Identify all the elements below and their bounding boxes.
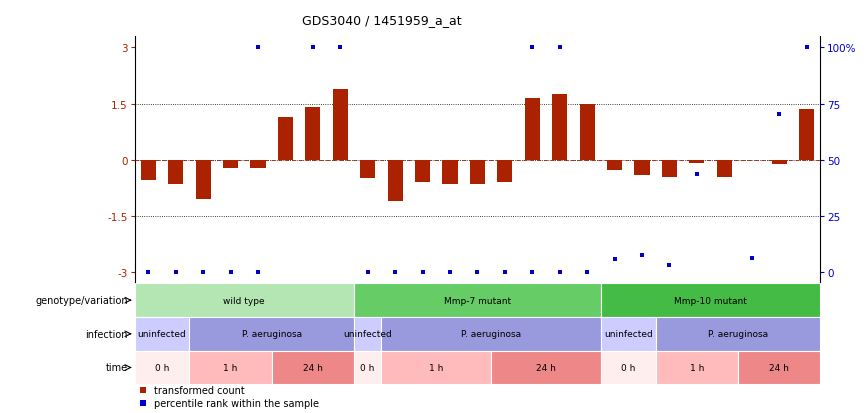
Bar [635, 160, 649, 176]
Bar [799, 110, 814, 160]
Bar [381, 351, 491, 385]
Bar [354, 284, 601, 317]
Bar [443, 160, 457, 185]
Bar [601, 317, 655, 351]
Bar [415, 160, 430, 183]
Bar [360, 160, 375, 179]
Text: 1 h: 1 h [223, 363, 238, 372]
Text: P. aeruginosa: P. aeruginosa [708, 330, 768, 339]
Text: P. aeruginosa: P. aeruginosa [461, 330, 521, 339]
Bar [332, 90, 348, 160]
Text: percentile rank within the sample: percentile rank within the sample [154, 399, 319, 408]
Text: Mmp-10 mutant: Mmp-10 mutant [674, 296, 747, 305]
Bar [189, 317, 354, 351]
Bar [601, 351, 655, 385]
Text: 24 h: 24 h [536, 363, 556, 372]
Bar [580, 104, 595, 160]
Text: 24 h: 24 h [303, 363, 323, 372]
Bar [272, 351, 354, 385]
Text: 1 h: 1 h [690, 363, 704, 372]
Bar [381, 317, 601, 351]
Text: 1 h: 1 h [429, 363, 444, 372]
Bar [223, 160, 238, 169]
Text: transformed count: transformed count [154, 385, 245, 395]
Text: time: time [106, 363, 128, 373]
Bar [689, 160, 704, 164]
Bar [135, 284, 354, 317]
Bar [525, 99, 540, 160]
Bar [470, 160, 485, 185]
Text: Mmp-7 mutant: Mmp-7 mutant [444, 296, 511, 305]
Text: GDS3040 / 1451959_a_at: GDS3040 / 1451959_a_at [302, 14, 462, 27]
Text: infection: infection [85, 329, 128, 339]
Bar [306, 108, 320, 160]
Bar [388, 160, 403, 202]
Bar [135, 351, 189, 385]
Text: uninfected: uninfected [604, 330, 653, 339]
Bar [717, 160, 732, 177]
Text: genotype/variation: genotype/variation [35, 295, 128, 305]
Bar [601, 284, 820, 317]
Bar [141, 160, 155, 181]
Text: 0 h: 0 h [155, 363, 169, 372]
Bar [662, 160, 677, 177]
Bar [354, 351, 381, 385]
Bar [491, 351, 601, 385]
Bar [772, 160, 786, 165]
Bar [497, 160, 512, 183]
Text: uninfected: uninfected [138, 330, 187, 339]
Text: uninfected: uninfected [344, 330, 392, 339]
Bar [168, 160, 183, 185]
Bar [135, 317, 189, 351]
Text: 24 h: 24 h [769, 363, 789, 372]
Bar [354, 317, 381, 351]
Bar [251, 160, 266, 169]
Bar [655, 317, 820, 351]
Bar [195, 160, 211, 199]
Bar [552, 95, 567, 160]
Bar [738, 351, 820, 385]
Text: wild type: wild type [223, 296, 265, 305]
Text: 0 h: 0 h [621, 363, 635, 372]
Bar [189, 351, 272, 385]
Text: 0 h: 0 h [360, 363, 375, 372]
Bar [278, 117, 293, 160]
Bar [607, 160, 622, 171]
Text: P. aeruginosa: P. aeruginosa [241, 330, 302, 339]
Bar [655, 351, 738, 385]
